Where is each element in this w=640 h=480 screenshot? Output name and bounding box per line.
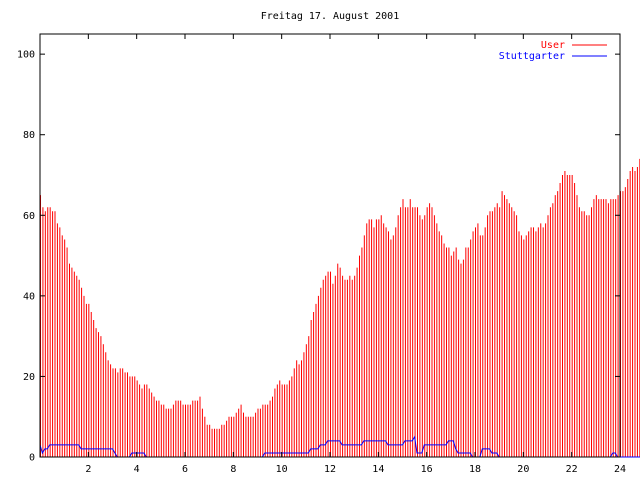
- x-tick-label: 12: [324, 464, 336, 475]
- y-tick-label: 20: [23, 372, 35, 383]
- chart-title: Freitag 17. August 2001: [261, 11, 399, 22]
- y-tick-label: 80: [23, 130, 35, 141]
- x-tick-label: 4: [134, 464, 140, 475]
- y-tick-label: 60: [23, 211, 35, 222]
- x-tick-label: 18: [469, 464, 481, 475]
- x-tick-label: 22: [566, 464, 578, 475]
- x-tick-label: 10: [276, 464, 288, 475]
- y-tick-label: 40: [23, 291, 35, 302]
- x-tick-label: 2: [85, 464, 91, 475]
- plot-frame: [39, 33, 621, 458]
- user-series-bars: [40, 158, 640, 457]
- x-tick-label: 6: [182, 464, 188, 475]
- legend-label: Stuttgarter: [499, 51, 565, 62]
- y-tick-label: 0: [29, 453, 35, 464]
- x-tick-label: 14: [372, 464, 384, 475]
- x-tick-label: 16: [421, 464, 433, 475]
- x-tick-label: 24: [614, 464, 626, 475]
- legend-label: User: [541, 40, 565, 51]
- x-tick-label: 20: [517, 464, 529, 475]
- y-tick-label: 100: [17, 50, 35, 61]
- x-tick-label: 8: [230, 464, 236, 475]
